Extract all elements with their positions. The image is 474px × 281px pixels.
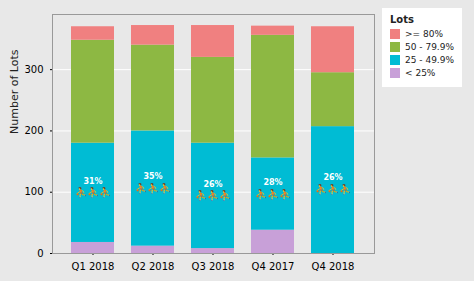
svg-text:Q1 2018: Q1 2018 xyxy=(72,261,115,272)
svg-text:100: 100 xyxy=(24,186,43,197)
svg-text:Q4 2017: Q4 2017 xyxy=(252,261,295,272)
svg-text:31%: 31% xyxy=(83,177,102,186)
html-text:Lots: Lots xyxy=(390,14,414,25)
svg-text:28%: 28% xyxy=(263,178,282,187)
html-text:>= 80%: >= 80% xyxy=(405,29,443,39)
svg-text:Number of Lots: Number of Lots xyxy=(8,49,21,134)
svg-text:⛹⛹⛹: ⛹⛹⛹ xyxy=(315,183,351,196)
html-text:50 - 79.9%: 50 - 79.9% xyxy=(405,42,454,52)
svg-text:Q2 2018: Q2 2018 xyxy=(132,261,175,272)
svg-text:35%: 35% xyxy=(143,172,162,181)
html-text:25 - 49.9%: 25 - 49.9% xyxy=(405,55,454,65)
svg-text:26%: 26% xyxy=(323,173,342,182)
svg-text:⛹⛹⛹: ⛹⛹⛹ xyxy=(195,189,231,202)
svg-text:26%: 26% xyxy=(203,180,222,189)
svg-text:⛹⛹⛹: ⛹⛹⛹ xyxy=(255,188,291,201)
html-text:< 25%: < 25% xyxy=(405,68,436,78)
svg-text:300: 300 xyxy=(24,64,43,75)
svg-text:Q3 2018: Q3 2018 xyxy=(192,261,235,272)
svg-text:⛹⛹⛹: ⛹⛹⛹ xyxy=(135,182,171,195)
svg-text:Q4 2018: Q4 2018 xyxy=(312,261,355,272)
svg-text:⛹⛹⛹: ⛹⛹⛹ xyxy=(75,186,111,199)
svg-text:200: 200 xyxy=(24,125,43,136)
svg-text:0: 0 xyxy=(37,248,43,259)
